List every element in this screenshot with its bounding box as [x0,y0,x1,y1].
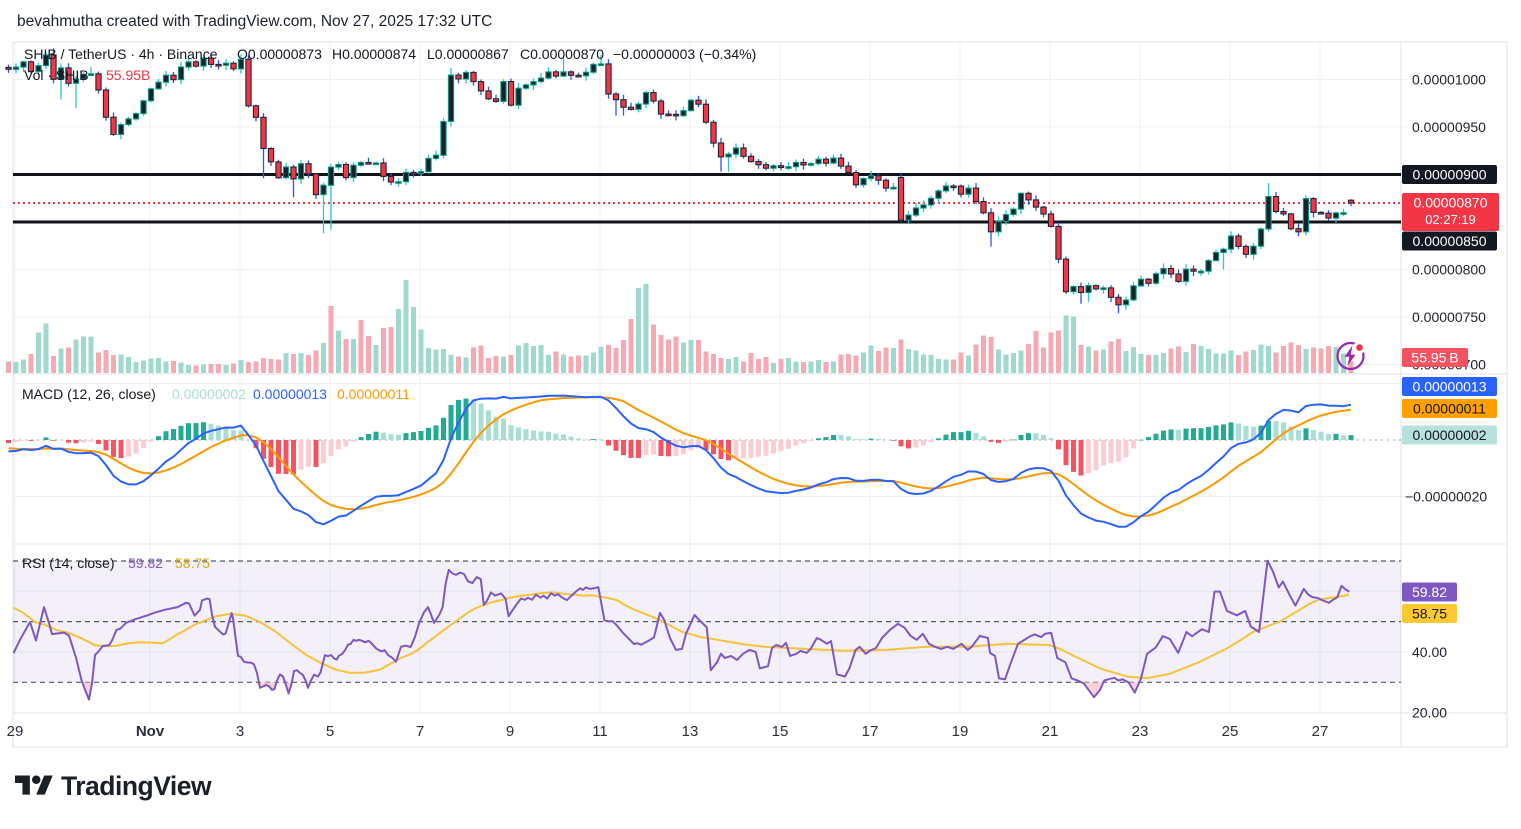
svg-text:55.95B: 55.95B [106,67,150,83]
svg-text:55.95 B: 55.95 B [1411,350,1458,366]
svg-text:21: 21 [1042,723,1059,740]
svg-text:58.75: 58.75 [175,555,210,571]
svg-text:13: 13 [682,723,699,740]
svg-text:0.00000011: 0.00000011 [1413,401,1486,417]
svg-text:C0.00000870: C0.00000870 [520,46,604,62]
svg-text:0.00000011: 0.00000011 [337,386,410,402]
svg-text:Nov: Nov [136,723,165,740]
svg-text:0.00000013: 0.00000013 [253,386,327,402]
svg-text:0.00000750: 0.00000750 [1412,309,1486,325]
svg-text:O0.00000873: O0.00000873 [237,46,322,62]
svg-text:3: 3 [236,723,244,740]
svg-text:0.00000950: 0.00000950 [1412,119,1486,135]
svg-text:40.00: 40.00 [1412,644,1447,660]
svg-text:0.00000002: 0.00000002 [172,386,246,402]
svg-text:SHIB / TetherUS · 4h · Binance: SHIB / TetherUS · 4h · Binance [24,46,218,62]
svg-text:RSI (14, close): RSI (14, close) [22,555,115,571]
svg-text:59.82: 59.82 [1412,584,1447,600]
svg-text:Vol · SHIB: Vol · SHIB [24,67,89,83]
svg-text:17: 17 [862,723,879,740]
svg-text:11: 11 [592,723,608,740]
svg-text:MACD (12, 26, close): MACD (12, 26, close) [22,386,156,402]
svg-text:0.00000002: 0.00000002 [1413,427,1487,443]
svg-text:20.00: 20.00 [1412,705,1447,721]
svg-text:9: 9 [506,723,514,740]
svg-text:TradingView: TradingView [61,771,212,801]
svg-text:27: 27 [1312,723,1329,740]
svg-text:29: 29 [7,723,24,740]
svg-text:0.00000870: 0.00000870 [1414,195,1488,211]
svg-text:bevahmutha created with Tradin: bevahmutha created with TradingView.com,… [17,13,492,30]
svg-text:H0.00000874: H0.00000874 [332,46,416,62]
svg-text:0.00000850: 0.00000850 [1413,233,1487,249]
svg-text:0.00000013: 0.00000013 [1413,379,1487,395]
svg-text:58.75: 58.75 [1412,606,1447,622]
svg-text:25: 25 [1222,723,1239,740]
svg-text:0.00000800: 0.00000800 [1412,262,1486,278]
svg-text:−0.00000020: −0.00000020 [1405,489,1487,505]
svg-text:02:27:19: 02:27:19 [1425,212,1476,227]
svg-text:0.00000900: 0.00000900 [1413,167,1487,183]
svg-text:−0.00000003 (−0.34%): −0.00000003 (−0.34%) [613,46,756,62]
svg-text:5: 5 [326,723,334,740]
svg-text:23: 23 [1132,723,1149,740]
svg-text:59.82: 59.82 [128,555,163,571]
svg-text:19: 19 [952,723,969,740]
svg-text:7: 7 [416,723,424,740]
svg-text:0.00001000: 0.00001000 [1412,72,1486,88]
svg-text:15: 15 [772,723,789,740]
svg-text:L0.00000867: L0.00000867 [427,46,509,62]
